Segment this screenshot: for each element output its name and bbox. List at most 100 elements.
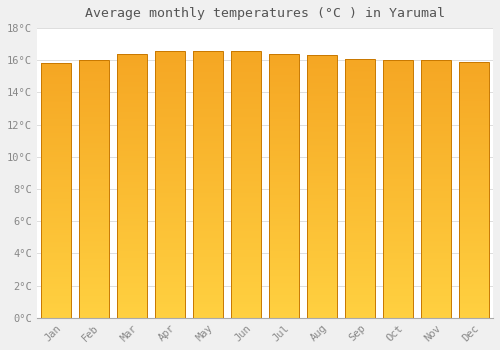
Bar (383, 249, 413, 251)
Bar (459, 260, 489, 261)
Bar (231, 232, 260, 234)
Bar (231, 172, 260, 174)
Bar (155, 136, 184, 138)
Bar (459, 64, 489, 65)
Bar (345, 97, 375, 98)
Bar (383, 149, 413, 151)
Bar (345, 264, 375, 266)
Bar (193, 300, 222, 302)
Bar (41, 80, 70, 82)
Bar (193, 81, 222, 83)
Bar (307, 166, 337, 167)
Bar (79, 119, 108, 120)
Bar (421, 199, 451, 201)
Bar (345, 205, 375, 207)
Bar (231, 198, 260, 200)
Bar (345, 259, 375, 261)
Bar (307, 264, 337, 265)
Bar (155, 158, 184, 159)
Bar (459, 193, 489, 195)
Bar (193, 143, 222, 145)
Bar (421, 153, 451, 155)
Bar (421, 134, 451, 136)
Bar (269, 149, 299, 150)
Bar (269, 285, 299, 286)
Bar (155, 316, 184, 318)
Bar (79, 299, 108, 301)
Bar (231, 275, 260, 277)
Bar (41, 157, 70, 159)
Bar (269, 293, 299, 295)
Bar (193, 311, 222, 313)
Bar (421, 261, 451, 263)
Bar (307, 171, 337, 173)
Bar (459, 308, 489, 309)
Bar (41, 267, 70, 269)
Bar (117, 186, 146, 188)
Bar (79, 62, 108, 64)
Bar (41, 114, 70, 116)
Bar (231, 54, 260, 56)
Bar (41, 226, 70, 228)
Bar (307, 253, 337, 255)
Bar (421, 282, 451, 284)
Bar (79, 261, 108, 263)
Bar (231, 284, 260, 286)
Bar (231, 106, 260, 107)
Bar (155, 202, 184, 204)
Bar (193, 110, 222, 111)
Bar (269, 160, 299, 161)
Bar (41, 186, 70, 187)
Bar (41, 231, 70, 233)
Bar (193, 79, 222, 81)
Bar (231, 190, 260, 191)
Bar (307, 276, 337, 278)
Bar (117, 290, 146, 292)
Bar (193, 280, 222, 282)
Bar (307, 192, 337, 194)
Bar (155, 264, 184, 266)
Bar (383, 287, 413, 289)
Bar (269, 275, 299, 278)
Bar (155, 245, 184, 247)
Bar (383, 217, 413, 218)
Bar (41, 79, 70, 80)
Bar (79, 134, 108, 136)
Bar (231, 136, 260, 138)
Bar (231, 140, 260, 141)
Bar (421, 304, 451, 306)
Bar (383, 103, 413, 105)
Bar (345, 233, 375, 235)
Bar (155, 248, 184, 250)
Bar (41, 291, 70, 293)
Bar (307, 113, 337, 115)
Bar (231, 236, 260, 238)
Bar (79, 126, 108, 127)
Bar (41, 259, 70, 260)
Bar (79, 301, 108, 302)
Bar (345, 119, 375, 121)
Bar (155, 83, 184, 84)
Bar (421, 93, 451, 94)
Bar (383, 69, 413, 71)
Bar (269, 272, 299, 274)
Bar (459, 306, 489, 308)
Bar (459, 106, 489, 108)
Bar (459, 248, 489, 250)
Bar (459, 180, 489, 181)
Bar (459, 250, 489, 251)
Bar (193, 186, 222, 188)
Bar (269, 230, 299, 232)
Bar (117, 110, 146, 112)
Bar (307, 218, 337, 220)
Bar (117, 179, 146, 181)
Bar (79, 76, 108, 77)
Bar (117, 207, 146, 209)
Bar (117, 174, 146, 175)
Bar (421, 182, 451, 184)
Bar (231, 273, 260, 275)
Bar (307, 108, 337, 110)
Bar (41, 241, 70, 243)
Bar (421, 113, 451, 115)
Bar (41, 75, 70, 77)
